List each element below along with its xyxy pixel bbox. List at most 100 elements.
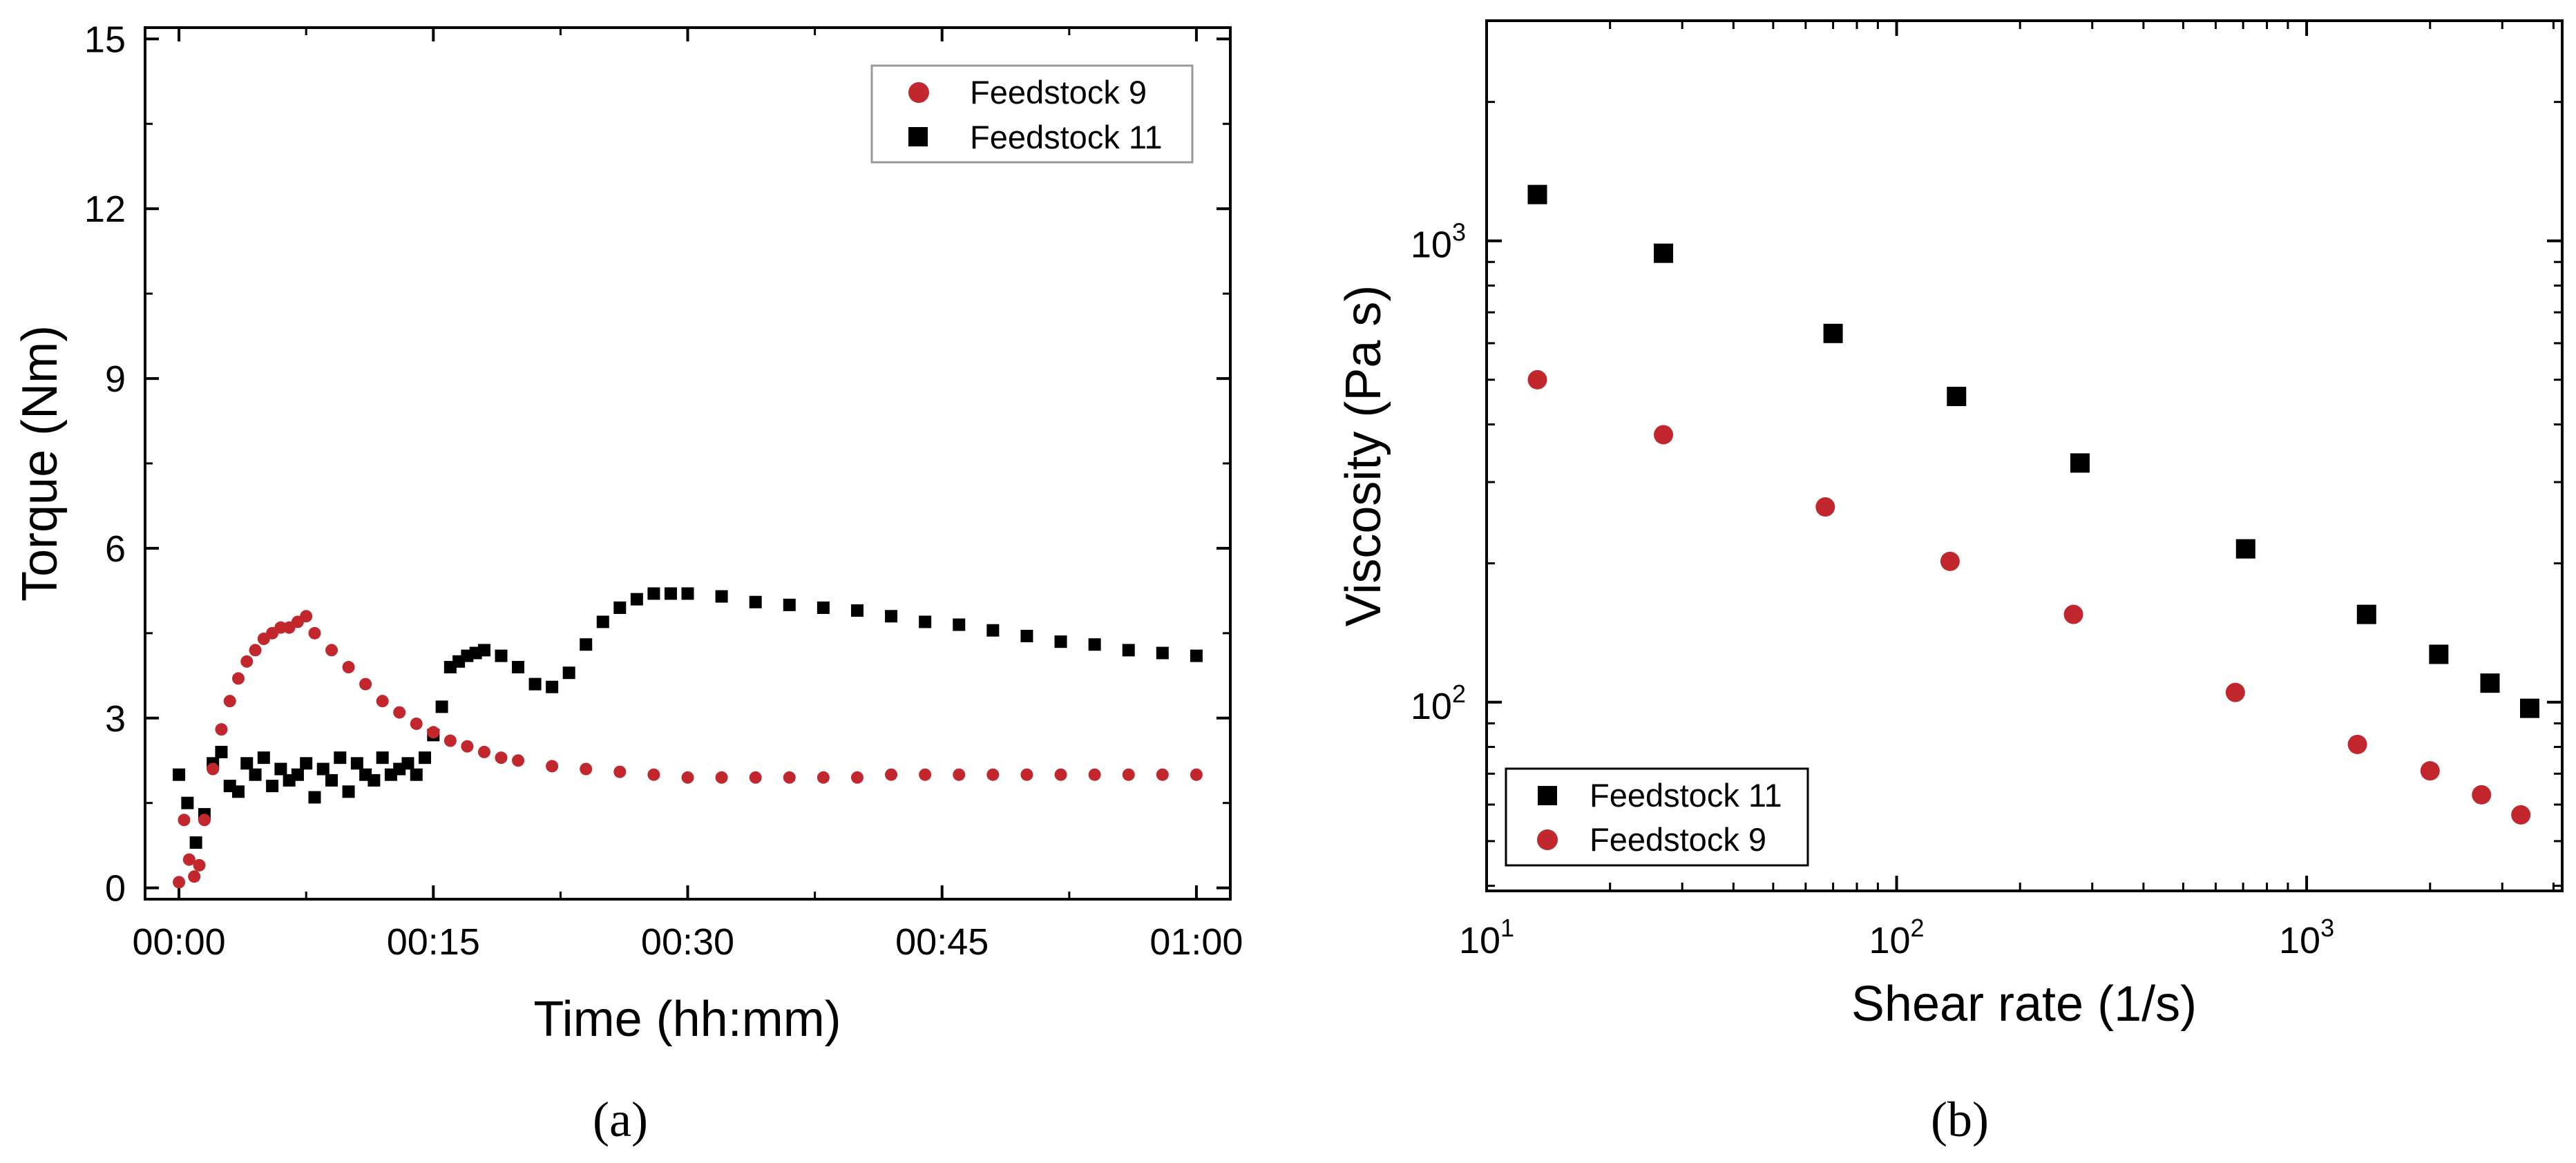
data-point-feedstock11-a: [681, 587, 694, 600]
data-point-feedstock9-a: [461, 740, 474, 753]
data-point-feedstock9-a: [215, 723, 228, 736]
data-point-feedstock11-a: [477, 644, 490, 657]
data-point-feedstock9-a: [325, 644, 338, 657]
data-point-feedstock11-a: [630, 593, 643, 606]
data-point-feedstock11-b: [1527, 184, 1547, 204]
data-point-feedstock11-a: [181, 796, 194, 809]
data-point-feedstock9-a: [207, 762, 220, 776]
y-tick-label-b: 103: [1411, 218, 1466, 266]
data-point-feedstock11-a: [1020, 629, 1033, 642]
data-point-feedstock11-a: [817, 601, 830, 614]
panel-a-torque-chart: 00:00 00:15 00:30 00:45 01:00 0 3 6 9 12 15 Time (…: [12, 19, 1243, 1147]
data-point-feedstock11-b: [2480, 673, 2500, 693]
data-point-feedstock9-a: [1122, 768, 1135, 781]
data-point-feedstock11-a: [419, 751, 432, 765]
data-point-feedstock11-a: [435, 700, 448, 713]
data-point-feedstock11-a: [334, 751, 347, 765]
data-point-feedstock9-b: [1527, 369, 1547, 390]
data-point-feedstock11-a: [1054, 635, 1067, 648]
data-point-feedstock11-a: [410, 768, 423, 781]
data-point-feedstock11-a: [274, 762, 287, 776]
data-point-feedstock11-a: [291, 768, 304, 781]
data-point-feedstock11-a: [885, 610, 898, 623]
data-point-feedstock9-b: [2420, 761, 2440, 781]
y-tick-label-a: 12: [84, 189, 126, 230]
x-tick-label-a: 01:00: [1149, 921, 1243, 963]
data-point-feedstock9-a: [1020, 768, 1033, 781]
data-point-feedstock11-a: [189, 836, 202, 849]
data-point-feedstock9-a: [427, 726, 440, 739]
data-point-feedstock11-a: [1088, 638, 1101, 651]
data-point-feedstock9-a: [232, 672, 245, 685]
data-point-feedstock9-a: [240, 655, 254, 668]
plot-frame-b: [1485, 19, 2564, 892]
data-points-b: [1527, 184, 2540, 825]
data-point-feedstock11-a: [257, 751, 270, 765]
data-point-feedstock9-b: [1940, 551, 1960, 571]
axis-ticks-a: 00:00 00:15 00:30 00:45 01:00 0 3 6 9 12 15: [84, 19, 1243, 963]
legend-marker-feedstock9-b: [1537, 829, 1558, 850]
x-tick-label-a: 00:15: [387, 921, 480, 963]
data-point-feedstock9-a: [1156, 768, 1169, 781]
data-point-feedstock11-a: [266, 780, 279, 793]
data-point-feedstock9-a: [783, 771, 796, 784]
data-point-feedstock9-a: [647, 768, 660, 781]
data-point-feedstock11-a: [596, 615, 609, 628]
data-point-feedstock11-a: [783, 598, 796, 611]
data-point-feedstock9-a: [182, 853, 195, 866]
data-point-feedstock9-a: [495, 751, 508, 765]
data-point-feedstock11-b: [1654, 243, 1674, 263]
y-tick-label-a: 3: [105, 698, 126, 740]
data-point-feedstock11-a: [325, 773, 338, 787]
data-point-feedstock9-a: [986, 768, 1000, 781]
data-point-feedstock11-b: [2520, 698, 2540, 718]
data-point-feedstock11-a: [232, 785, 245, 798]
data-point-feedstock9-a: [223, 695, 236, 708]
data-point-feedstock11-a: [1190, 649, 1203, 662]
y-tick-label-a: 15: [84, 19, 126, 60]
data-point-feedstock9-a: [1054, 768, 1067, 781]
panel-b-viscosity-chart: 101 102 103 102 103 Shear rate (1/s) Viscosi…: [1336, 19, 2564, 1147]
legend-b: Feedstock 11 Feedstock 9: [1505, 767, 1809, 867]
data-point-feedstock9-a: [443, 734, 457, 747]
data-point-feedstock9-a: [376, 695, 389, 708]
y-tick-label-b: 102: [1411, 680, 1466, 727]
data-point-feedstock11-a: [368, 773, 381, 787]
data-point-feedstock11-a: [749, 595, 762, 608]
legend-label-feedstock9-a: Feedstock 9: [970, 74, 1147, 110]
data-point-feedstock11-a: [300, 757, 313, 770]
panel-label-b: (b): [1931, 1092, 1989, 1147]
data-point-feedstock9-a: [681, 771, 694, 784]
data-point-feedstock11-a: [249, 768, 262, 781]
data-point-feedstock9-a: [173, 876, 186, 889]
data-point-feedstock11-a: [919, 615, 932, 628]
data-point-feedstock11-a: [376, 751, 389, 765]
data-point-feedstock11-a: [715, 590, 728, 603]
x-tick-label-a: 00:30: [641, 921, 734, 963]
data-point-feedstock11-a: [850, 604, 864, 617]
data-point-feedstock9-a: [749, 771, 762, 784]
data-point-feedstock9-b: [2347, 734, 2367, 754]
data-point-feedstock9-a: [178, 814, 191, 827]
data-point-feedstock11-a: [1156, 646, 1169, 660]
data-point-feedstock11-a: [316, 762, 330, 776]
data-point-feedstock11-a: [342, 785, 355, 798]
data-point-feedstock11-a: [173, 768, 186, 781]
panel-label-a: (a): [593, 1092, 648, 1147]
data-point-feedstock9-b: [1815, 497, 1835, 517]
data-point-feedstock9-a: [188, 870, 201, 883]
data-point-feedstock11-a: [350, 757, 363, 770]
data-point-feedstock11-a: [546, 680, 559, 693]
data-point-feedstock9-a: [193, 858, 206, 872]
data-point-feedstock9-a: [546, 760, 559, 773]
data-point-feedstock11-b: [1823, 323, 1843, 343]
data-point-feedstock9-b: [1654, 425, 1674, 445]
data-point-feedstock9-a: [953, 768, 966, 781]
x-tick-label-a: 00:00: [133, 921, 226, 963]
data-point-feedstock11-a: [986, 624, 1000, 637]
data-point-feedstock11-a: [1122, 644, 1135, 657]
data-point-feedstock11-a: [664, 587, 677, 600]
x-tick-label-b: 101: [1459, 914, 1514, 961]
data-point-feedstock11-a: [613, 601, 627, 614]
data-point-feedstock9-a: [393, 706, 406, 719]
